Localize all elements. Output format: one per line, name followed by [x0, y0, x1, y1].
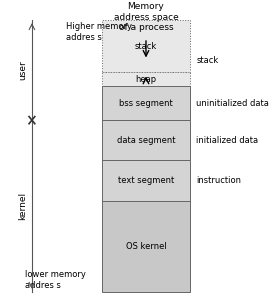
Text: instruction: instruction	[196, 176, 241, 185]
Text: stack: stack	[135, 43, 157, 52]
Bar	[101, 86, 190, 120]
Bar	[101, 201, 190, 292]
Text: stack: stack	[196, 56, 219, 65]
Text: lower memory
addres s: lower memory addres s	[25, 270, 86, 290]
Text: heap: heap	[135, 75, 156, 84]
Text: user: user	[18, 60, 27, 80]
Text: uninitialized data: uninitialized data	[196, 99, 269, 108]
Bar	[101, 120, 190, 160]
Bar	[101, 160, 190, 201]
Text: bss segment: bss segment	[119, 99, 173, 108]
Text: Higher memory
addres s: Higher memory addres s	[65, 22, 131, 42]
Text: kernel: kernel	[18, 192, 27, 220]
Bar	[101, 20, 190, 72]
Text: initialized data: initialized data	[196, 136, 258, 145]
Text: text segment: text segment	[118, 176, 174, 185]
Text: OS kernel: OS kernel	[126, 242, 166, 251]
Bar	[101, 72, 190, 86]
Text: Memory
address space
of a process: Memory address space of a process	[114, 2, 178, 32]
Text: data segment: data segment	[117, 136, 175, 145]
